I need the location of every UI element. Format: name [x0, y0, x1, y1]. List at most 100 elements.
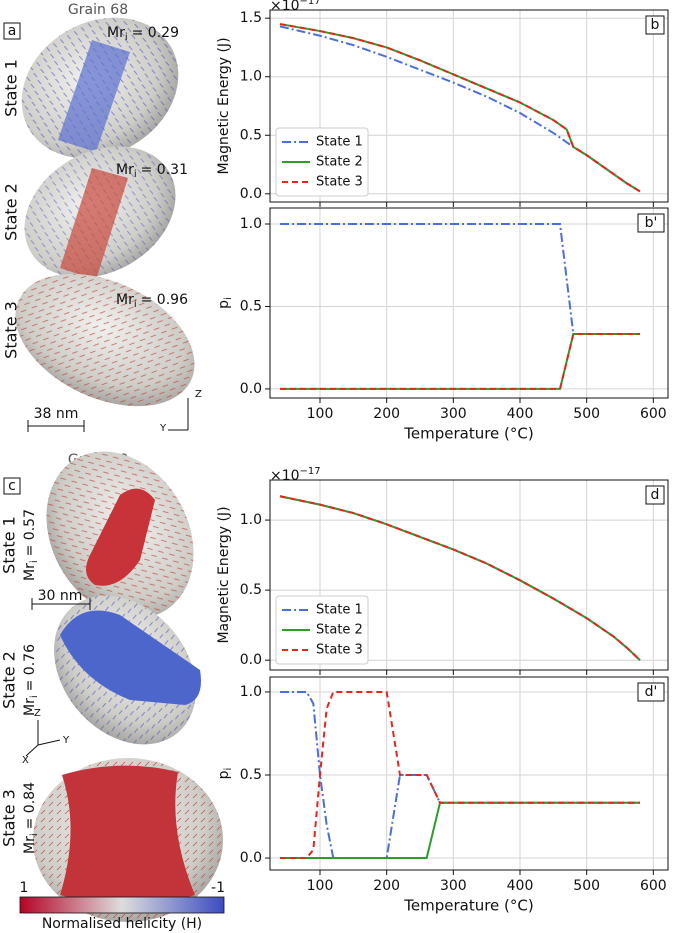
series-line — [279, 23, 641, 193]
mr-sub: i — [134, 169, 137, 180]
mr-sub: i — [29, 833, 40, 836]
offset-base: ×10 — [270, 468, 300, 484]
mr-value: = 0.76 — [22, 644, 38, 691]
plot-frame — [269, 207, 669, 399]
mr-sub: i — [125, 32, 128, 43]
axis-x: X — [22, 755, 29, 766]
mr-value: = 0.96 — [141, 292, 188, 308]
y-tick-label: 1.0 — [240, 512, 262, 528]
offset-exp: −17 — [300, 466, 321, 477]
x-tick-label: 100 — [307, 878, 334, 894]
x-tick-label: 200 — [373, 878, 400, 894]
plot-frame — [269, 676, 669, 871]
domain-tube — [60, 765, 195, 905]
y-tick-label: 0.0 — [240, 652, 262, 668]
mr-value: = 0.29 — [132, 25, 179, 41]
y-label-main: Magnetic Energy (J) — [216, 506, 232, 643]
mr-value: = 0.84 — [22, 782, 38, 829]
series-line — [280, 333, 640, 390]
mr: Mr — [22, 836, 38, 854]
offset-base: ×10 — [270, 0, 300, 14]
panel-label: c — [8, 478, 16, 494]
chart: 0.0 0.5 1.0 d Magnetic Energy (J) ×10−17 State… — [216, 466, 669, 675]
y-tick-label: 1.0 — [240, 69, 262, 85]
scale-label: 38 nm — [34, 406, 79, 422]
y-tick-label: 0.5 — [240, 127, 262, 143]
y-label-sub: i — [223, 768, 234, 771]
mr-value: = 0.57 — [22, 509, 38, 556]
panel-box — [637, 682, 665, 702]
y-tick-label: 0.0 — [240, 850, 262, 866]
scale-label: 30 nm — [38, 588, 83, 604]
panel-box — [637, 213, 665, 233]
legend-label: State 2 — [316, 155, 363, 170]
y-tick-label: 0.0 — [240, 186, 262, 202]
y-tick-label: 0.0 — [240, 381, 262, 397]
mr-sub: i — [134, 299, 137, 310]
plot-area — [270, 677, 668, 870]
state-label: State 3 — [2, 301, 21, 359]
mr: Mr — [116, 292, 134, 308]
state-label: State 2 — [0, 651, 19, 709]
axis-z: Z — [34, 708, 41, 719]
y-axis-label: pi — [216, 297, 234, 309]
y-axis-label: pi — [216, 768, 234, 780]
mr-value: = 0.31 — [141, 162, 188, 178]
y-axis-label: Magnetic Energy (J) — [216, 506, 232, 643]
panel-box — [3, 477, 21, 495]
mr: Mr — [107, 25, 125, 41]
legend-label: State 1 — [316, 603, 363, 618]
state-label: State 1 — [2, 59, 21, 117]
legend-label: State 1 — [316, 135, 363, 150]
series-line — [279, 495, 641, 661]
panel-box — [3, 22, 21, 40]
legend-box — [275, 595, 369, 665]
axes-icon — [25, 720, 61, 757]
panel-box — [645, 485, 665, 505]
x-tick-label: 400 — [507, 406, 534, 422]
domain-band — [58, 40, 130, 152]
scale-bar — [31, 598, 91, 610]
panel-label: a — [8, 23, 17, 39]
y-offset-label: ×10−17 — [270, 466, 321, 484]
y-label-main: Magnetic Energy (J) — [216, 37, 232, 174]
state-label: State 1 — [0, 516, 19, 574]
panel-box — [645, 15, 665, 35]
y-label-sub: i — [223, 297, 234, 300]
x-tick-label: 400 — [507, 878, 534, 894]
mr-label: Mri = 0.96 — [116, 292, 188, 310]
mr-sub: i — [29, 560, 40, 563]
x-tick-label: 200 — [373, 406, 400, 422]
domain-band — [60, 168, 128, 280]
x-axis-label: Temperature (°C) — [403, 897, 533, 915]
x-tick-label: 500 — [573, 406, 600, 422]
legend-label: State 3 — [316, 175, 363, 190]
x-axis-label: Temperature (°C) — [403, 425, 533, 443]
mr: Mr — [22, 563, 38, 581]
x-tick-label: 300 — [440, 406, 467, 422]
chart: 100 200 300 400 500 600 0.0 0.5 1.0 d' pi Temperatu… — [216, 676, 669, 915]
panel-label: b' — [645, 215, 658, 231]
x-tick-label: 600 — [640, 878, 667, 894]
offset-exp: −17 — [300, 0, 321, 7]
y-tick-label: 1.5 — [240, 10, 262, 26]
mr: Mr — [22, 698, 38, 716]
panel-label: b — [651, 17, 660, 33]
series-line — [280, 690, 640, 860]
legend-label: State 3 — [316, 643, 363, 658]
y-offset-label: ×10−17 — [270, 0, 321, 14]
colorbar-right: -1 — [211, 880, 225, 896]
axes-icon — [168, 398, 189, 431]
y-tick-label: 1.0 — [240, 216, 262, 232]
x-tick-label: 100 — [307, 406, 334, 422]
x-tick-label: 300 — [440, 878, 467, 894]
panel-label: d — [651, 487, 660, 503]
mr-sub: i — [29, 695, 40, 698]
axis-z: Z — [195, 389, 202, 400]
grain-arrows — [15, 273, 195, 407]
plot-frame — [269, 9, 669, 203]
grain-panel-a: a Grain 68 State 1 State 2 State 3 Mri = … — [2, 2, 203, 434]
mr-label: Mri = 0.31 — [116, 162, 188, 180]
domain-tube — [60, 610, 201, 705]
